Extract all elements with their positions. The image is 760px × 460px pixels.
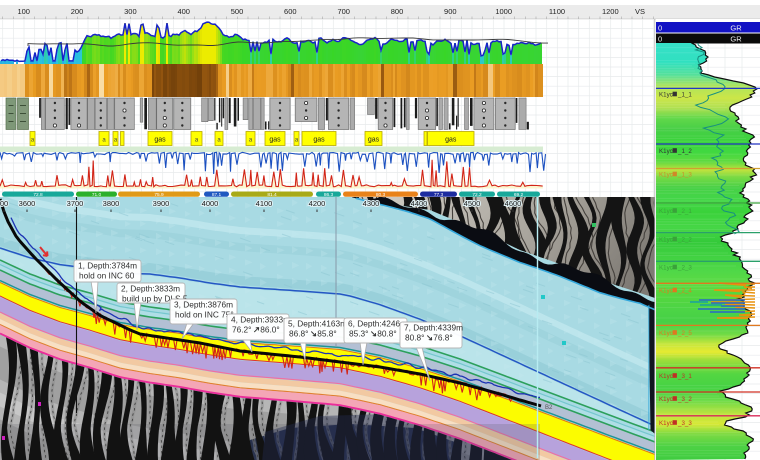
svg-text:3900: 3900: [153, 199, 170, 208]
svg-text:69.2: 69.2: [514, 192, 524, 198]
svg-text:_1_2: _1_2: [677, 148, 692, 155]
svg-text:400: 400: [177, 7, 190, 16]
svg-text:GR: GR: [730, 35, 742, 44]
svg-text:gas: gas: [445, 137, 457, 144]
svg-text:K1yc: K1yc: [659, 237, 673, 244]
svg-text:2, Depth:3833m: 2, Depth:3833m: [121, 284, 180, 294]
svg-text:3800: 3800: [103, 199, 120, 208]
svg-text:4000: 4000: [202, 199, 219, 208]
svg-text:1, Depth:3784m: 1, Depth:3784m: [78, 261, 137, 271]
svg-text:_2_4: _2_4: [677, 288, 692, 295]
svg-text:4600: 4600: [505, 199, 522, 208]
svg-text:72.2: 72.2: [472, 192, 482, 198]
svg-text:3, Depth:3876m: 3, Depth:3876m: [174, 300, 233, 310]
svg-text:K1yc: K1yc: [659, 396, 673, 403]
svg-text:K1yc: K1yc: [659, 420, 673, 427]
svg-text:4200: 4200: [309, 199, 326, 208]
svg-text:_1_3: _1_3: [677, 172, 692, 179]
svg-text:3700: 3700: [67, 199, 84, 208]
svg-text:3600: 3600: [19, 199, 36, 208]
svg-text:700: 700: [337, 7, 350, 16]
svg-text:K1yc: K1yc: [659, 208, 673, 215]
svg-text:71.0: 71.0: [92, 192, 102, 198]
svg-text:K1yc: K1yc: [659, 265, 673, 272]
svg-text:4400: 4400: [411, 199, 428, 208]
svg-text:_3_3: _3_3: [677, 420, 692, 427]
svg-text:500: 500: [231, 7, 244, 16]
svg-text:gas: gas: [313, 137, 325, 144]
svg-text:_2_3: _2_3: [677, 265, 692, 272]
svg-text:a: a: [195, 138, 199, 144]
svg-text:build up by DLS 5: build up by DLS 5: [122, 294, 188, 304]
svg-text:1000: 1000: [495, 7, 512, 16]
svg-text:K1yc: K1yc: [659, 288, 673, 295]
svg-text:76.2°: 76.2°: [232, 325, 251, 335]
svg-text:K1yc: K1yc: [659, 148, 673, 155]
svg-text:0: 0: [658, 35, 662, 44]
svg-text:5, Depth:4163m: 5, Depth:4163m: [288, 319, 347, 329]
svg-text:K1yc: K1yc: [659, 172, 673, 179]
svg-text:a: a: [31, 138, 35, 144]
svg-text:300: 300: [124, 7, 137, 16]
svg-text:4100: 4100: [256, 199, 273, 208]
svg-text:80.3: 80.3: [376, 192, 386, 198]
svg-text:GR: GR: [730, 24, 742, 33]
svg-text:7, Depth:4339m: 7, Depth:4339m: [404, 323, 463, 333]
svg-text:K1yc: K1yc: [659, 373, 673, 380]
svg-text:a: a: [249, 138, 253, 144]
svg-text:gas: gas: [368, 137, 380, 144]
svg-text:_2_5: _2_5: [677, 330, 692, 337]
svg-text:80.8°: 80.8°: [377, 329, 396, 339]
svg-text:1100: 1100: [549, 7, 565, 16]
svg-text:_3_1: _3_1: [677, 373, 692, 380]
svg-text:_3_2: _3_2: [677, 396, 692, 403]
svg-text:77.3: 77.3: [434, 192, 444, 198]
svg-text:gas: gas: [269, 137, 281, 144]
svg-text:K1yc: K1yc: [659, 92, 673, 99]
svg-text:gas: gas: [154, 137, 166, 144]
svg-text:hold on INC 75°: hold on INC 75°: [175, 310, 234, 320]
svg-text:72.8: 72.8: [33, 192, 43, 198]
svg-text:76.8°: 76.8°: [433, 333, 452, 343]
svg-text:_2_1: _2_1: [677, 208, 692, 215]
svg-text:86.0°: 86.0°: [260, 325, 279, 335]
svg-text:00: 00: [0, 199, 8, 208]
svg-text:81.4: 81.4: [267, 192, 277, 198]
svg-text:600: 600: [284, 7, 297, 16]
svg-text:0: 0: [658, 24, 662, 33]
svg-text:80.8°: 80.8°: [405, 333, 424, 343]
svg-text:85.3°: 85.3°: [349, 329, 368, 339]
svg-text:200: 200: [71, 7, 84, 16]
svg-text:hold on INC 60: hold on INC 60: [79, 271, 135, 281]
svg-text:86.8°: 86.8°: [289, 329, 308, 339]
svg-text:a: a: [102, 138, 106, 144]
svg-text:K1yc: K1yc: [659, 330, 673, 337]
svg-text:86.3: 86.3: [324, 192, 334, 198]
svg-text:6, Depth:4246m: 6, Depth:4246m: [348, 319, 407, 329]
svg-text:75.9: 75.9: [154, 192, 164, 198]
svg-text:_1_1: _1_1: [677, 92, 692, 99]
svg-text:a: a: [217, 138, 221, 144]
svg-text:85.8°: 85.8°: [317, 329, 336, 339]
svg-text:1200: 1200: [602, 7, 619, 16]
svg-text:VS: VS: [635, 7, 645, 16]
svg-text:a: a: [295, 138, 299, 144]
svg-text:100: 100: [17, 7, 30, 16]
svg-text:800: 800: [391, 7, 404, 16]
svg-text:900: 900: [444, 7, 457, 16]
svg-text:4500: 4500: [464, 199, 481, 208]
svg-text:4300: 4300: [363, 199, 380, 208]
svg-text:87.1: 87.1: [212, 192, 222, 198]
svg-text:4, Depth:3933m: 4, Depth:3933m: [231, 315, 290, 325]
svg-text:_2_2: _2_2: [677, 237, 692, 244]
svg-text:B2: B2: [545, 405, 553, 411]
svg-text:a: a: [114, 138, 118, 144]
